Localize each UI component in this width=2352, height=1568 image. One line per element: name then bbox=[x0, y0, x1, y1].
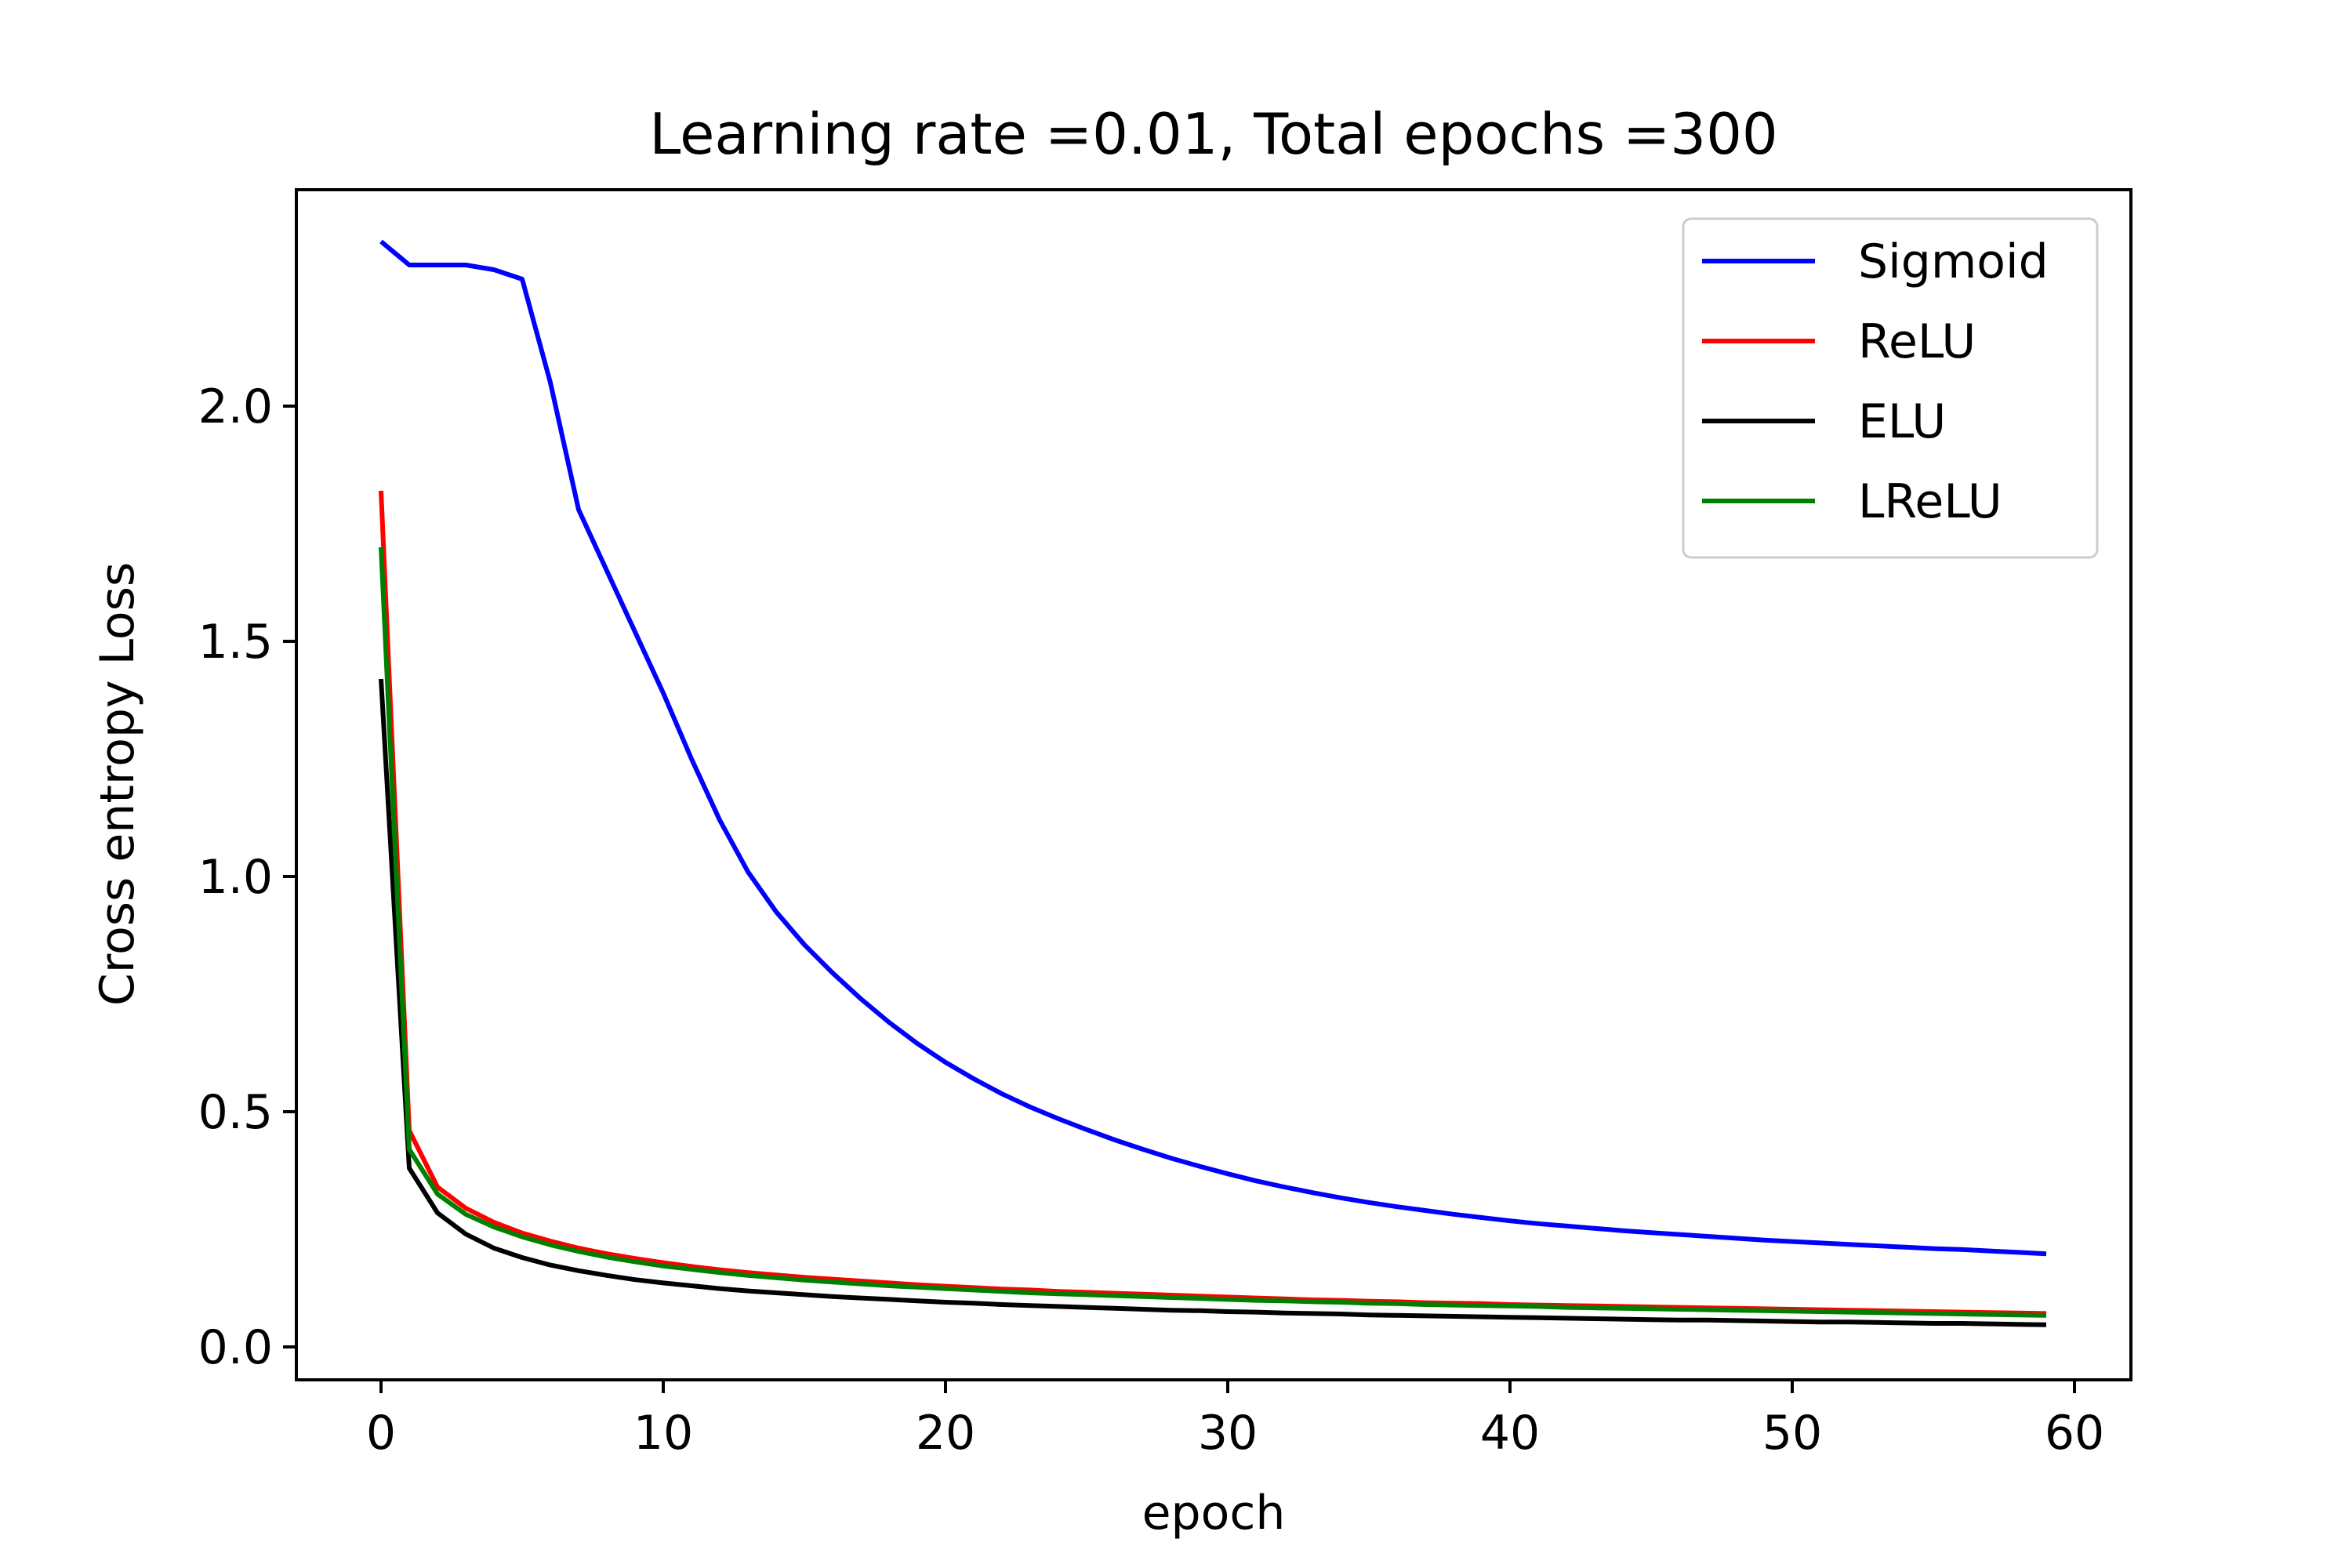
y-tick-label: 0.5 bbox=[198, 1085, 273, 1140]
plot-area: 0 10 20 30 40 50 60 0.0 0.5 1.0 1.5 2.0 bbox=[198, 188, 2132, 1461]
series-line-elu bbox=[379, 678, 2047, 1327]
legend-item-relu: ReLU bbox=[1702, 314, 1976, 369]
legend: Sigmoid ReLU ELU LReLU bbox=[1682, 217, 2099, 559]
legend-item-sigmoid: Sigmoid bbox=[1702, 234, 2049, 289]
x-tick-label: 60 bbox=[2045, 1406, 2104, 1461]
series-line-lrelu bbox=[379, 546, 2047, 1318]
x-tick-label: 50 bbox=[1762, 1406, 1822, 1461]
plot-frame bbox=[295, 188, 2132, 1381]
y-tick-label: 2.0 bbox=[198, 379, 273, 434]
x-tick-label: 0 bbox=[366, 1406, 396, 1461]
legend-item-elu: ELU bbox=[1702, 394, 1946, 449]
y-tick-label: 0.0 bbox=[198, 1320, 273, 1375]
legend-item-lrelu: LReLU bbox=[1702, 474, 2002, 529]
x-tick-label: 30 bbox=[1198, 1406, 1258, 1461]
y-tick-label: 1.0 bbox=[198, 850, 273, 905]
x-tick-label: 20 bbox=[916, 1406, 975, 1461]
legend-label: Sigmoid bbox=[1858, 234, 2049, 289]
series-lines bbox=[379, 239, 2047, 1327]
x-tick-label: 40 bbox=[1480, 1406, 1540, 1461]
y-tick-label: 1.5 bbox=[198, 615, 273, 670]
legend-label: ELU bbox=[1858, 394, 1946, 449]
series-line-sigmoid bbox=[379, 239, 2047, 1257]
legend-label: LReLU bbox=[1858, 474, 2002, 529]
y-axis-label: Cross entropy Loss bbox=[90, 562, 145, 1006]
x-tick-label: 10 bbox=[633, 1406, 693, 1461]
legend-label: ReLU bbox=[1858, 314, 1976, 369]
x-axis-label: epoch bbox=[1142, 1486, 1286, 1541]
chart-title: Learning rate =0.01, Total epochs =300 bbox=[649, 101, 1777, 167]
legend-box bbox=[1682, 217, 2099, 559]
